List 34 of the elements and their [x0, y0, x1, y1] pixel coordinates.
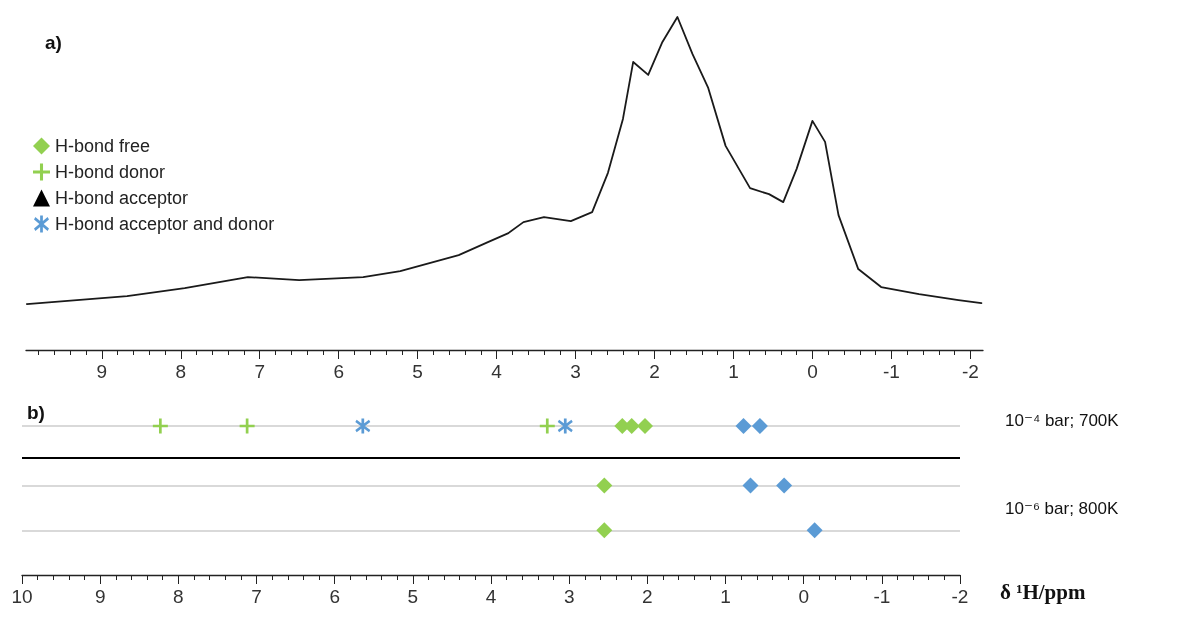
x-tick-label: -2 [951, 586, 969, 607]
x-tick-label: 1 [720, 586, 731, 607]
text: 10⁻⁶ bar; 800K [1005, 499, 1119, 518]
x-tick-label: 7 [254, 361, 266, 382]
x-tick-label: 2 [649, 361, 660, 382]
text: 10⁻⁴ bar; 700K [1005, 411, 1120, 430]
x-tick-label: 3 [570, 361, 581, 382]
legend-label: H-bond free [55, 136, 151, 156]
x-tick-label: 1 [728, 361, 739, 382]
x-tick-label: 8 [173, 586, 184, 607]
x-tick-label: -1 [882, 361, 900, 382]
x-tick-label: 0 [807, 361, 818, 382]
legend-label: H-bond acceptor and donor [55, 214, 275, 234]
text: a) [45, 32, 62, 53]
x-tick-label: -2 [961, 361, 979, 382]
x-tick-label: 5 [407, 586, 419, 607]
x-tick-label: 7 [251, 586, 262, 607]
x-tick-label: 10 [11, 586, 33, 607]
x-tick-label: 6 [333, 361, 344, 382]
legend-label: H-bond donor [55, 162, 166, 182]
x-tick-label: 0 [798, 586, 809, 607]
x-tick-label: 9 [96, 361, 108, 382]
x-tick-label: 2 [642, 586, 653, 607]
x-tick-label: 4 [485, 586, 497, 607]
x-tick-label: -1 [873, 586, 891, 607]
x-tick-label: 5 [412, 361, 423, 382]
x-axis-title: δ ¹H/ppm [1000, 579, 1086, 604]
x-tick-label: 8 [175, 361, 187, 382]
x-tick-label: 9 [94, 586, 106, 607]
x-tick-label: 3 [563, 586, 575, 607]
chart-title: b) [27, 402, 45, 423]
x-tick-label: 6 [329, 586, 340, 607]
x-tick-label: 4 [491, 361, 503, 382]
legend-label: H-bond acceptor [55, 188, 189, 208]
